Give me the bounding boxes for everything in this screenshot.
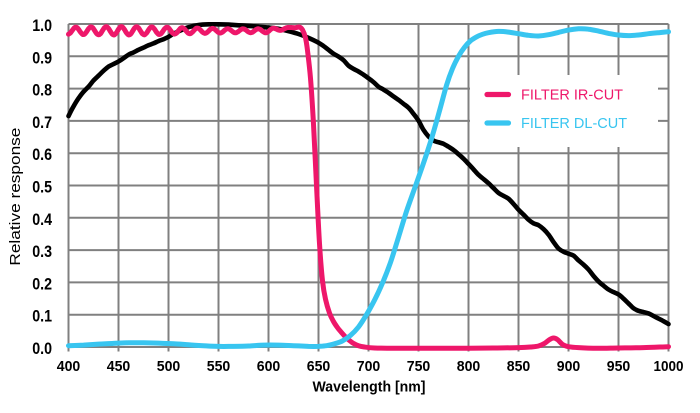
svg-text:FILTER IR-CUT: FILTER IR-CUT: [521, 88, 623, 104]
svg-text:650: 650: [307, 358, 331, 375]
svg-text:0.0: 0.0: [32, 340, 52, 358]
svg-text:800: 800: [457, 358, 481, 375]
svg-text:400: 400: [57, 358, 81, 375]
svg-text:850: 850: [507, 358, 531, 375]
svg-text:900: 900: [557, 358, 581, 375]
svg-text:0.2: 0.2: [32, 275, 52, 293]
svg-text:450: 450: [107, 358, 131, 375]
svg-text:700: 700: [357, 358, 381, 375]
svg-text:500: 500: [157, 358, 181, 375]
svg-text:Relative response: Relative response: [7, 128, 24, 266]
svg-text:1000: 1000: [654, 358, 684, 375]
svg-text:1.0: 1.0: [32, 17, 52, 35]
svg-text:0.6: 0.6: [32, 146, 52, 164]
svg-text:0.7: 0.7: [32, 114, 52, 132]
svg-text:FILTER DL-CUT: FILTER DL-CUT: [521, 116, 627, 132]
svg-text:950: 950: [607, 358, 631, 375]
svg-text:750: 750: [407, 358, 431, 375]
svg-text:600: 600: [257, 358, 281, 375]
svg-text:0.5: 0.5: [32, 179, 52, 197]
svg-text:0.9: 0.9: [32, 49, 52, 67]
svg-text:0.8: 0.8: [32, 82, 52, 100]
svg-text:Wavelength [nm]: Wavelength [nm]: [313, 378, 426, 395]
svg-text:0.3: 0.3: [32, 243, 52, 261]
svg-text:550: 550: [207, 358, 231, 375]
svg-text:0.4: 0.4: [32, 211, 53, 229]
svg-text:0.1: 0.1: [32, 308, 52, 326]
